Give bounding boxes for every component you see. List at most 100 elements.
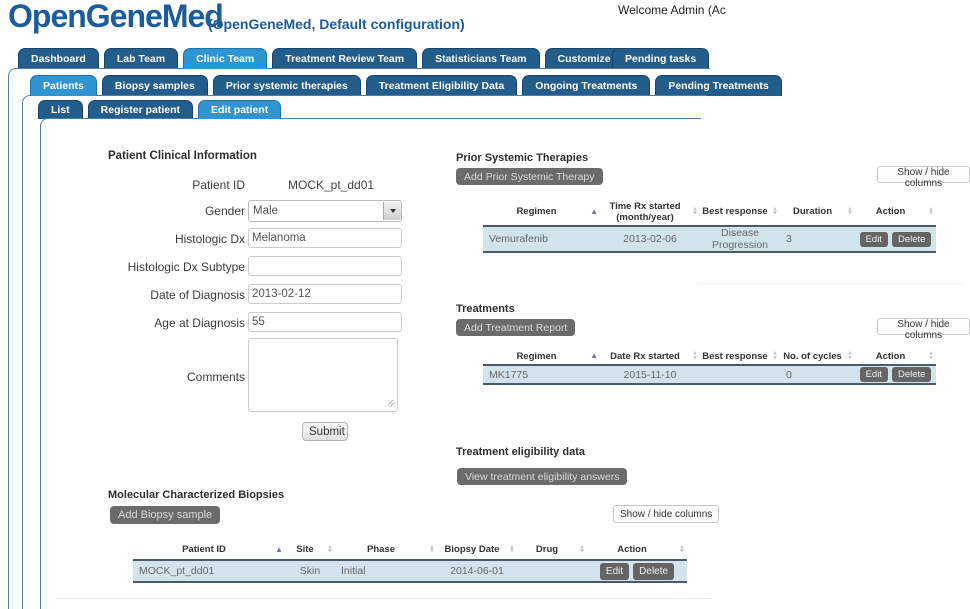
panel-bottom-divider — [55, 598, 711, 599]
biopsies-title: Molecular Characterized Biopsies — [108, 489, 285, 501]
view-eligibility-answers-button[interactable]: View treatment eligibility answers — [457, 468, 628, 485]
sort-icon: ▲ ▼ — [928, 350, 934, 361]
treat-row-cycles: 0 — [780, 365, 855, 384]
biopsy-row-date: 2014-06-01 — [437, 560, 517, 582]
prior-col-action[interactable]: Action ▲ ▼ — [855, 198, 936, 226]
sort-icon: ▲ ▼ — [772, 350, 778, 361]
prior-therapy-row[interactable]: Vemurafenib 2013-02-06 Disease Progressi… — [483, 226, 936, 252]
histologic-dx-input[interactable] — [248, 228, 402, 248]
sort-asc-icon: ▲ — [275, 544, 283, 554]
treat-col-action-label: Action — [875, 350, 906, 362]
tab-patients[interactable]: Patients — [30, 75, 97, 96]
prior-row-regimen: Vemurafenib — [483, 226, 600, 252]
clinic-sub-tab-bar: Patients Biopsy samples Prior systemic t… — [30, 75, 782, 96]
add-biopsy-sample-button[interactable]: Add Biopsy sample — [110, 506, 221, 524]
sort-asc-icon: ▲ — [590, 206, 598, 216]
prior-col-time-rx[interactable]: Time Rx started (month/year) ▲ ▼ — [600, 198, 700, 226]
tab-biopsy-samples[interactable]: Biopsy samples — [101, 75, 208, 96]
tab-list[interactable]: List — [38, 100, 83, 119]
biopsy-col-date-label: Biopsy Date — [444, 544, 500, 555]
sort-icon: ▲ ▼ — [847, 206, 853, 217]
treat-edit-button[interactable]: Edit — [859, 367, 888, 382]
age-at-diagnosis-input[interactable] — [248, 312, 402, 332]
tab-statisticians-team[interactable]: Statisticians Team — [422, 48, 540, 69]
treat-col-action[interactable]: Action ▲ ▼ — [855, 348, 936, 365]
histologic-dx-subtype-input[interactable] — [248, 256, 402, 276]
add-prior-therapy-button[interactable]: Add Prior Systemic Therapy — [456, 168, 603, 185]
biopsy-row[interactable]: MOCK_pt_dd01 Skin Initial 2014-06-01 Edi… — [133, 560, 687, 582]
treat-delete-button[interactable]: Delete — [891, 367, 932, 382]
prior-therapies-show-hide-columns-button[interactable]: Show / hide columns — [877, 166, 970, 189]
tab-ongoing-treatments[interactable]: Ongoing Treatments — [522, 75, 651, 96]
tab-prior-systemic-therapies[interactable]: Prior systemic therapies — [212, 75, 361, 96]
treatment-row[interactable]: MK1775 2015-11-10 0 Edit Delete — [483, 365, 936, 384]
biopsy-row-drug — [517, 560, 587, 582]
biopsy-col-site[interactable]: Site ▲ ▼ — [285, 540, 335, 560]
sort-icon: ▲ ▼ — [509, 544, 515, 555]
textarea-resize-grip-icon[interactable] — [388, 400, 395, 407]
histologic-dx-label: Histologic Dx — [174, 232, 245, 246]
treatments-title: Treatments — [456, 303, 515, 315]
treat-col-cycles-label: No. of cycles — [783, 350, 842, 362]
biopsy-row-actions: Edit Delete — [587, 560, 687, 582]
comments-textarea[interactable] — [248, 338, 398, 412]
patient-id-value: MOCK_pt_dd01 — [288, 178, 375, 192]
gender-dropdown-button[interactable] — [383, 202, 401, 220]
date-of-diagnosis-label: Date of Diagnosis — [150, 288, 245, 302]
biopsy-col-action[interactable]: Action ▲ ▼ — [587, 540, 687, 560]
tab-pending-tasks[interactable]: Pending tasks — [612, 48, 710, 69]
biopsy-col-phase[interactable]: Phase ▲ ▼ — [335, 540, 437, 560]
biopsy-col-patient-id-label: Patient ID — [182, 544, 226, 555]
gender-label: Gender — [204, 204, 245, 218]
prior-col-regimen-label: Regimen — [516, 206, 557, 217]
sort-icon: ▲ ▼ — [772, 206, 778, 217]
add-treatment-report-button[interactable]: Add Treatment Report — [456, 319, 576, 336]
biopsy-col-drug[interactable]: Drug ▲ ▼ — [517, 540, 587, 560]
prior-row-time-rx: 2013-02-06 — [600, 226, 700, 252]
prior-col-regimen[interactable]: Regimen ▲ — [483, 198, 600, 226]
biopsy-col-phase-label: Phase — [367, 544, 395, 555]
prior-col-best-response[interactable]: Best response ▲ ▼ — [700, 198, 780, 226]
tab-dashboard[interactable]: Dashboard — [18, 48, 99, 69]
age-at-diagnosis-label: Age at Diagnosis — [154, 316, 245, 330]
biopsy-col-site-label: Site — [296, 544, 314, 555]
treat-col-date-rx[interactable]: Date Rx started ▲ ▼ — [600, 348, 700, 365]
form-title: Patient Clinical Information — [108, 150, 257, 162]
tab-pending-treatments[interactable]: Pending Treatments — [655, 75, 782, 96]
biopsies-show-hide-columns-button[interactable]: Show / hide columns — [613, 505, 720, 523]
sort-icon: ▲ ▼ — [847, 350, 853, 361]
main-tab-bar: Dashboard Lab Team Clinic Team Treatment… — [18, 48, 624, 69]
biopsy-delete-button[interactable]: Delete — [633, 562, 675, 580]
prior-delete-button[interactable]: Delete — [891, 231, 932, 247]
tab-edit-patient[interactable]: Edit patient — [198, 100, 282, 119]
tab-treatment-eligibility-data[interactable]: Treatment Eligibility Data — [365, 75, 518, 96]
patient-tab-bar: List Register patient Edit patient — [38, 100, 282, 119]
tab-treatment-review-team[interactable]: Treatment Review Team — [272, 48, 418, 69]
biopsy-edit-button[interactable]: Edit — [599, 562, 630, 580]
sort-icon: ▲ ▼ — [429, 544, 435, 555]
treat-col-cycles[interactable]: No. of cycles ▲ ▼ — [780, 348, 855, 365]
eligibility-title: Treatment eligibility data — [456, 446, 585, 458]
treat-col-best-response[interactable]: Best response ▲ ▼ — [700, 348, 780, 365]
histologic-dx-subtype-label: Histologic Dx Subtype — [127, 260, 245, 274]
prior-therapies-title: Prior Systemic Therapies — [456, 152, 589, 164]
treat-col-best-response-label: Best response — [702, 350, 768, 362]
submit-button[interactable]: Submit — [302, 422, 348, 441]
date-of-diagnosis-input[interactable] — [248, 284, 402, 304]
biopsy-col-date[interactable]: Biopsy Date ▲ ▼ — [437, 540, 517, 560]
prior-edit-button[interactable]: Edit — [859, 231, 888, 247]
prior-col-duration[interactable]: Duration ▲ ▼ — [780, 198, 855, 226]
tab-clinic-team[interactable]: Clinic Team — [183, 48, 268, 69]
treatments-show-hide-columns-button[interactable]: Show / hide columns — [877, 318, 970, 341]
gender-select-input[interactable] — [249, 205, 383, 217]
gender-select[interactable] — [248, 200, 402, 222]
biopsies-table: Patient ID ▲ Site ▲ ▼ Phase ▲ ▼ Biopsy Date ▲ ▼… — [133, 540, 687, 583]
tab-register-patient[interactable]: Register patient — [87, 100, 194, 119]
treat-col-regimen[interactable]: Regimen ▲ — [483, 348, 600, 365]
tab-customize[interactable]: Customize — [544, 48, 624, 69]
treat-col-regimen-label: Regimen — [516, 350, 557, 362]
tab-lab-team[interactable]: Lab Team — [103, 48, 179, 69]
biopsy-col-patient-id[interactable]: Patient ID ▲ — [133, 540, 285, 560]
treat-col-date-rx-label: Date Rx started — [610, 350, 680, 362]
